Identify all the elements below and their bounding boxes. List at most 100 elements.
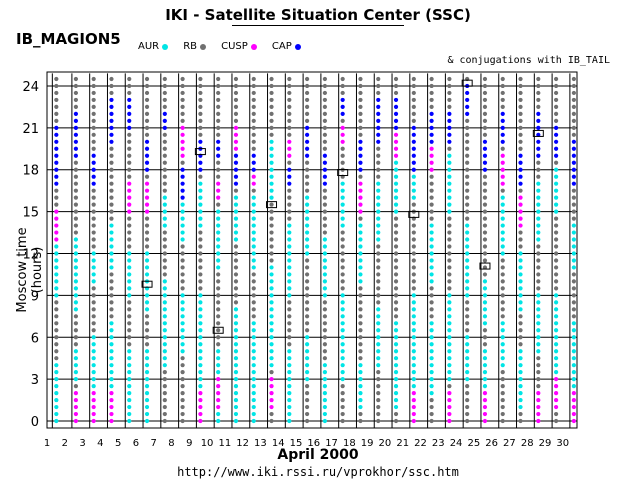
data-point-rb — [251, 300, 256, 305]
data-point-aur — [127, 404, 132, 410]
data-point-aur — [216, 244, 221, 249]
data-point-rb — [287, 118, 292, 123]
data-point-aur — [233, 390, 239, 396]
data-point-aur — [571, 349, 576, 354]
data-point-aur — [73, 237, 78, 242]
data-point-aur — [127, 258, 132, 263]
data-point-cap — [536, 139, 541, 144]
data-point-cap — [91, 153, 96, 158]
data-point-cusp — [109, 397, 114, 403]
data-point-cusp — [91, 418, 96, 424]
data-point-cap — [305, 139, 310, 144]
data-point-cusp — [340, 125, 345, 130]
data-point-aur — [251, 377, 256, 382]
data-point-rb — [144, 342, 150, 347]
data-point-rb — [144, 76, 150, 82]
data-point-rb — [500, 83, 505, 89]
footer-url[interactable]: http://www.iki.rssi.ru/vprokhor/ssc.htm — [177, 465, 459, 479]
data-point-rb — [127, 237, 132, 242]
data-point-rb — [376, 251, 381, 256]
data-point-cusp — [73, 390, 78, 396]
legend-item-rb: RB — [183, 41, 207, 52]
data-point-rb — [73, 188, 78, 193]
data-point-aur — [447, 377, 452, 382]
data-point-rb — [411, 104, 416, 110]
data-point-rb — [571, 104, 576, 110]
data-point-aur — [269, 153, 274, 158]
data-point-cap — [216, 139, 221, 144]
data-point-aur — [305, 230, 310, 235]
data-point-cap — [322, 153, 327, 158]
data-point-rb — [305, 384, 310, 389]
data-point-rb — [109, 195, 114, 200]
data-point-rb — [144, 125, 150, 130]
data-point-aur — [411, 335, 416, 340]
data-point-aur — [127, 370, 132, 375]
data-point-aur — [376, 321, 381, 326]
data-point-aur — [216, 209, 221, 214]
data-point-aur — [233, 230, 239, 235]
data-point-aur — [393, 188, 399, 193]
data-point-aur — [393, 342, 399, 347]
data-point-rb — [251, 118, 256, 123]
data-point-aur — [269, 286, 274, 291]
data-point-aur — [465, 349, 470, 354]
data-point-rb — [127, 90, 132, 96]
data-point-aur — [198, 307, 203, 312]
data-point-rb — [305, 104, 310, 110]
data-point-aur — [251, 411, 256, 417]
data-point-rb — [162, 160, 167, 165]
data-point-aur — [518, 390, 523, 396]
data-point-rb — [322, 188, 327, 193]
data-point-aur — [162, 216, 167, 221]
data-point-rb — [536, 167, 541, 172]
data-point-rb — [429, 195, 434, 200]
data-point-cusp — [500, 174, 505, 179]
data-point-rb — [393, 314, 399, 319]
data-point-rb — [162, 251, 167, 256]
data-point-rb — [162, 265, 167, 270]
data-point-aur — [500, 216, 505, 221]
data-point-aur — [269, 181, 274, 186]
data-point-rb — [251, 125, 256, 130]
data-point-rb — [465, 139, 470, 144]
data-point-aur — [429, 342, 434, 347]
data-point-cusp — [54, 230, 59, 235]
data-point-aur — [554, 328, 559, 333]
data-point-aur — [376, 356, 381, 361]
data-point-cusp — [216, 181, 221, 186]
data-point-cap — [109, 139, 114, 144]
data-point-rb — [518, 118, 523, 123]
data-point-rb — [305, 279, 310, 284]
x-tick-label: 23 — [432, 438, 445, 449]
data-point-aur — [340, 181, 345, 186]
data-point-cusp — [73, 397, 78, 403]
data-point-cap — [109, 104, 114, 110]
data-point-cap — [251, 160, 256, 165]
x-tick-label: 18 — [343, 438, 356, 449]
data-point-rb — [73, 90, 78, 96]
data-point-rb — [322, 83, 327, 89]
data-point-cap — [54, 139, 59, 144]
data-point-rb — [233, 265, 239, 270]
data-point-aur — [216, 258, 221, 263]
data-point-cap — [144, 139, 150, 144]
data-point-rb — [144, 237, 150, 242]
data-point-rb — [91, 125, 96, 130]
data-point-rb — [73, 202, 78, 207]
data-point-aur — [127, 390, 132, 396]
data-point-rb — [109, 83, 114, 89]
data-point-cap — [251, 153, 256, 158]
data-point-aur — [411, 349, 416, 354]
data-point-aur — [393, 335, 399, 340]
data-point-cap — [233, 167, 239, 172]
data-point-cap — [376, 139, 381, 144]
data-point-aur — [144, 384, 150, 389]
data-point-rb — [73, 104, 78, 110]
data-point-rb — [429, 411, 434, 417]
data-point-rb — [429, 209, 434, 214]
data-point-rb — [251, 139, 256, 144]
data-point-rb — [162, 404, 167, 410]
data-point-rb — [216, 83, 221, 89]
data-point-rb — [536, 363, 541, 368]
